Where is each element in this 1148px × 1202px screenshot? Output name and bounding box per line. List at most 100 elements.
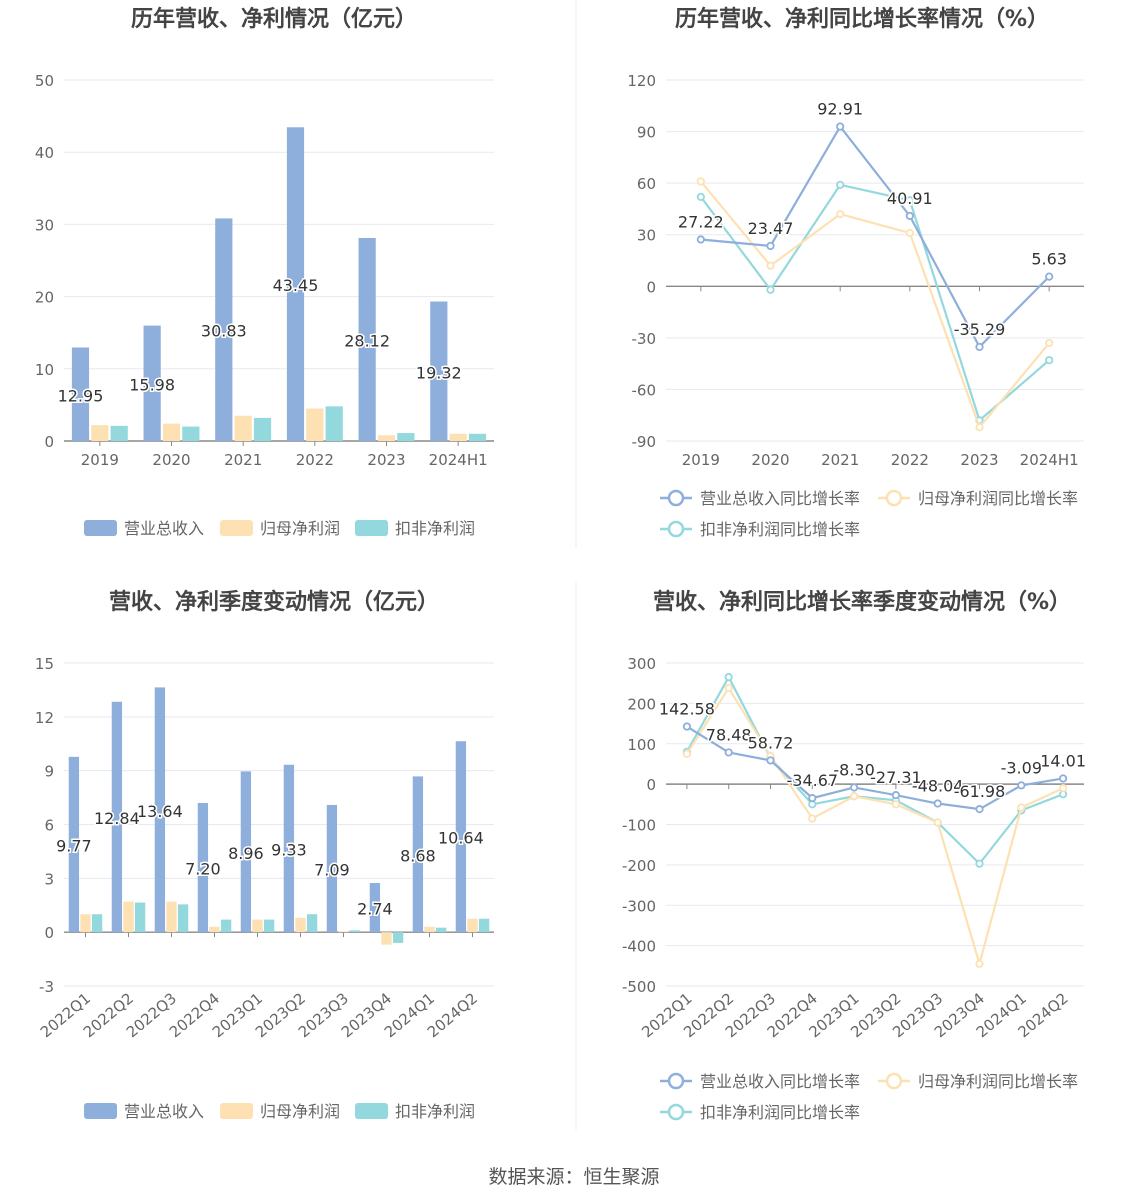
bar-deducted-profit — [182, 426, 200, 441]
line-point — [1017, 781, 1026, 790]
legend-label[interactable]: 扣非净利润 — [395, 1102, 475, 1121]
y-tick-label: 0 — [44, 433, 54, 451]
y-tick-label: 120 — [627, 72, 656, 90]
y-tick-label: -300 — [622, 897, 656, 915]
legend-label[interactable]: 扣非净利润同比增长率 — [700, 1103, 860, 1122]
line-revenue-growth — [700, 124, 1050, 349]
legend-label[interactable]: 归母净利润同比增长率 — [918, 1072, 1078, 1091]
point-value-label: 58.72 — [748, 733, 794, 752]
line-parent-profit-growth — [699, 180, 1051, 430]
bar-parent-profit — [123, 901, 134, 933]
y-tick-label: 12 — [35, 709, 54, 727]
legend-label[interactable]: 归母净利润同比增长率 — [918, 489, 1078, 508]
bar-parent-profit — [306, 408, 324, 441]
legend-swatch[interactable] — [355, 520, 388, 536]
bar-value-label: 2.74 — [357, 900, 393, 919]
bar-value-label: 8.96 — [228, 844, 264, 863]
legend-label[interactable]: 归母净利润 — [260, 519, 340, 538]
legend-swatch[interactable] — [355, 1103, 388, 1119]
bar-value-label: 10.64 — [438, 829, 484, 848]
legend-label[interactable]: 扣非净利润 — [395, 519, 475, 538]
bar-parent-profit — [252, 919, 263, 933]
legend-swatch[interactable] — [220, 1103, 253, 1119]
chart-title: 营收、净利同比增长率季度变动情况（%） — [653, 589, 1071, 615]
line-point — [808, 794, 817, 803]
x-tick-label: 2024H1 — [1020, 451, 1079, 469]
bar-revenue — [240, 771, 252, 933]
bar-parent-profit — [338, 931, 349, 933]
legend-label[interactable]: 归母净利润 — [260, 1102, 340, 1121]
y-tick-label: 20 — [35, 289, 54, 307]
line-point — [766, 285, 775, 294]
bar-parent-profit — [295, 917, 306, 933]
line-point — [696, 192, 705, 201]
line-point — [808, 814, 817, 823]
line-point — [1045, 356, 1054, 365]
line-point — [849, 783, 859, 792]
line-point — [682, 722, 692, 731]
bar-value-label: 30.83 — [201, 322, 247, 341]
line-point — [696, 235, 705, 244]
point-value-label: 27.22 — [678, 212, 724, 231]
bar-value-label: 8.68 — [400, 846, 436, 865]
chart-1: 历年营收、净利情况（亿元） 0 10 20 30 40 50 2019 2020 2021 2022… — [35, 6, 494, 538]
bar-revenue — [326, 804, 338, 933]
legend-marker[interactable] — [667, 1103, 685, 1121]
line-point — [975, 423, 984, 432]
legend-label[interactable]: 营业总收入 — [124, 1102, 204, 1121]
legend-label[interactable]: 营业总收入同比增长率 — [700, 1072, 860, 1091]
bar-deducted-profit — [349, 930, 361, 933]
bar-value-label: 7.20 — [185, 860, 221, 879]
legend-marker[interactable] — [667, 520, 685, 538]
legend-swatch[interactable] — [84, 520, 117, 536]
bar-parent-profit — [449, 433, 467, 441]
bar-deducted-profit — [468, 433, 487, 441]
bar-parent-profit — [377, 435, 396, 441]
legend-marker[interactable] — [667, 489, 685, 507]
bar-parent-profit — [381, 932, 392, 945]
bar-deducted-profit — [478, 918, 490, 933]
y-tick-label: 3 — [44, 870, 54, 888]
y-tick-label: 0 — [646, 776, 656, 794]
line-point — [1045, 338, 1054, 348]
bar-value-label: 28.12 — [344, 331, 390, 350]
bar-revenue — [111, 701, 123, 933]
y-tick-label: 6 — [44, 817, 54, 835]
chart-title: 营收、净利季度变动情况（亿元） — [109, 589, 439, 615]
line-point — [766, 241, 775, 251]
legend-marker[interactable] — [885, 489, 903, 507]
y-tick-label: 30 — [35, 216, 54, 234]
bar-revenue — [143, 325, 161, 441]
bar-parent-profit — [91, 425, 109, 441]
point-value-label: 40.91 — [887, 189, 933, 208]
y-tick-label: 9 — [44, 763, 54, 781]
legend-marker[interactable] — [885, 1072, 903, 1090]
bar-deducted-profit — [306, 914, 318, 933]
legend-label[interactable]: 扣非净利润同比增长率 — [700, 520, 860, 539]
point-value-label: 92.91 — [817, 100, 863, 119]
chart-4: 营收、净利同比增长率季度变动情况（%） -500 -400 -300 -200 -100 0… — [622, 589, 1088, 1122]
line-point — [975, 859, 984, 868]
legend-swatch[interactable] — [220, 520, 253, 536]
x-tick-label: 2023 — [367, 451, 405, 469]
y-tick-label: -100 — [622, 817, 656, 835]
bar-deducted-profit — [91, 914, 103, 933]
chart-title: 历年营收、净利同比增长率情况（%） — [675, 6, 1049, 32]
bar-deducted-profit — [392, 932, 404, 943]
line-point — [891, 791, 901, 800]
x-tick-label: 2022 — [296, 451, 334, 469]
bar-deducted-profit — [397, 433, 415, 441]
x-tick-label: 2020 — [751, 451, 789, 469]
legend-label[interactable]: 营业总收入同比增长率 — [700, 489, 860, 508]
legend-marker[interactable] — [667, 1072, 685, 1090]
legend-label[interactable]: 营业总收入 — [124, 519, 204, 538]
line-point — [891, 800, 901, 809]
bar-value-label: 9.77 — [56, 837, 92, 856]
y-tick-label: -500 — [622, 978, 656, 996]
bar-revenue — [412, 776, 424, 933]
point-value-label: -34.67 — [787, 771, 839, 790]
line-point — [1059, 784, 1068, 793]
legend-swatch[interactable] — [84, 1103, 117, 1119]
bar-revenue — [369, 882, 381, 933]
bar-revenue — [430, 301, 448, 441]
